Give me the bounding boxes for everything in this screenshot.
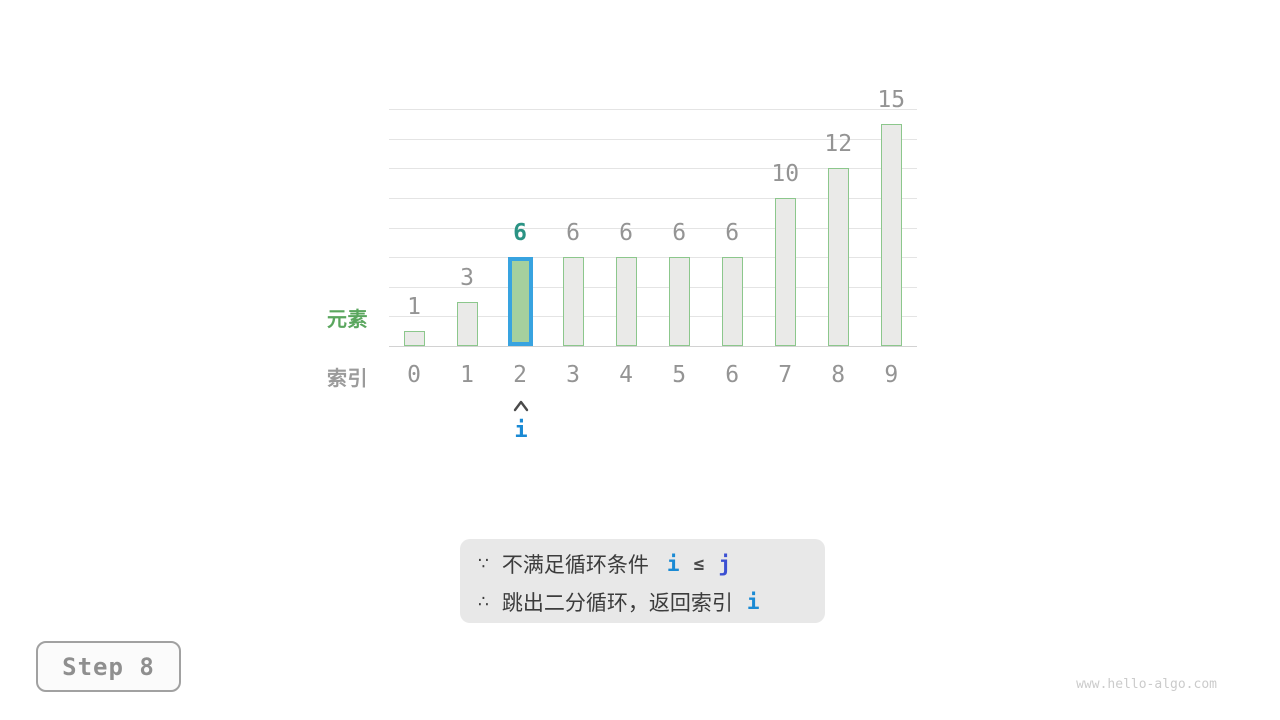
bar-index-0 [403,331,425,346]
bar-value-label: 6 [672,220,687,247]
index-label: 7 [778,362,793,388]
variable-i-token: i [746,590,760,614]
pointer-caret-icon [513,397,529,416]
x-axis-line [389,346,917,347]
bar-index-7 [774,198,796,346]
index-label: 9 [884,362,899,388]
bar-value-label: 3 [460,264,474,291]
note-line-2-text: 跳出二分循环，返回索引 [501,591,733,615]
note-line-1-text: 不满足循环条件 [501,553,649,577]
index-label: 1 [460,362,474,388]
bar-value-label: 12 [824,131,853,158]
bar-value-label: 6 [566,220,580,247]
y-axis-label: 元素 [327,307,368,331]
variable-j-token: j [718,552,731,576]
note-line-2: ∴ 跳出二分循环，返回索引 i [478,583,825,621]
x-axis-label: 索引 [327,366,368,390]
step-badge: Step 8 [36,641,181,692]
pointer-i-label: i [514,418,528,443]
bar-value-label: 6 [725,220,740,247]
bar-index-6 [721,257,743,346]
index-label: 0 [407,362,421,388]
bar-index-9 [880,124,902,346]
less-equal-operator: ≤ [693,553,705,575]
because-symbol: ∵ [478,554,489,574]
gridline [389,109,917,111]
explanation-box: ∵ 不满足循环条件 i ≤ j ∴ 跳出二分循环，返回索引 i [460,539,825,623]
index-label: 5 [672,362,687,388]
bar-value-label: 10 [771,161,800,187]
gridline [389,227,917,229]
bar-value-label: 6 [619,220,634,247]
therefore-symbol: ∴ [478,592,489,612]
gridline [389,198,917,199]
index-label: 4 [619,362,634,388]
gridline [389,316,917,318]
bar-index-2 [507,257,533,346]
bar-value-label: 15 [877,87,906,113]
bar-index-4 [615,257,637,346]
bar-index-1 [456,301,478,346]
note-line-1: ∵ 不满足循环条件 i ≤ j [478,545,825,583]
bar-index-8 [827,168,849,346]
gridline [389,138,917,140]
watermark: www.hello-algo.com [1076,677,1217,692]
bar-index-5 [668,257,690,346]
bar-value-label: 6 [513,220,527,247]
index-label: 3 [566,362,580,388]
gridline [389,286,917,288]
index-label: 2 [513,362,527,388]
bar-index-3 [562,257,584,346]
variable-i-token: i [666,552,680,576]
gridline [389,257,917,259]
gridline [389,168,917,170]
bar-value-label: 1 [407,294,421,321]
index-label: 8 [831,362,846,388]
index-label: 6 [725,362,740,388]
